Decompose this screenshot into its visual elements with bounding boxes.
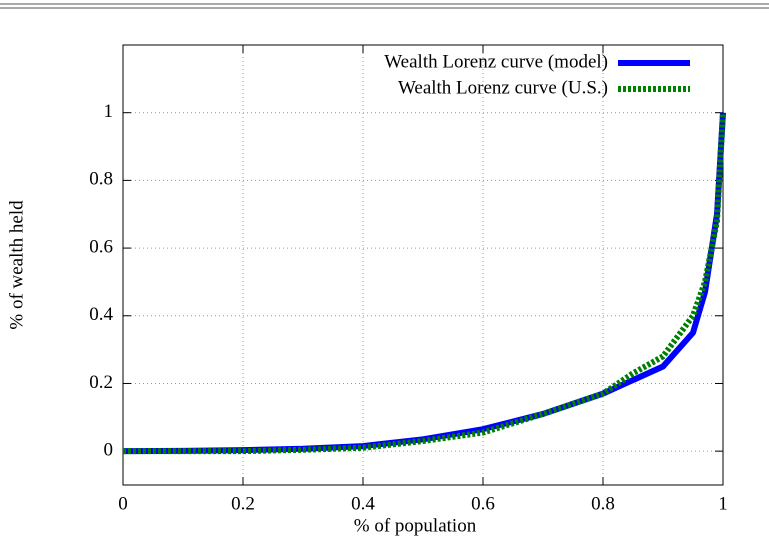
x-axis-label: % of population xyxy=(354,515,477,536)
y-tick-label: 0.6 xyxy=(89,236,113,257)
plot-frame xyxy=(122,44,724,486)
series-line xyxy=(123,112,726,455)
x-tick-label: 0.6 xyxy=(471,493,495,514)
legend-label: Wealth Lorenz curve (model) xyxy=(384,51,608,72)
series-line xyxy=(122,112,726,455)
x-tick-label: 0.8 xyxy=(591,493,615,514)
x-tick-label: 0 xyxy=(118,493,128,514)
y-axis-label: % of wealth held xyxy=(6,200,27,330)
y-tick-label: 1 xyxy=(104,101,114,122)
y-tick-label: 0.8 xyxy=(89,169,113,190)
x-tick-label: 0.2 xyxy=(231,493,255,514)
x-tick-label: 1 xyxy=(718,493,728,514)
x-tick-label: 0.4 xyxy=(351,493,375,514)
legend-label: Wealth Lorenz curve (U.S.) xyxy=(398,77,608,98)
y-tick-label: 0.2 xyxy=(89,372,113,393)
y-tick-label: 0.4 xyxy=(89,304,113,325)
y-tick-label: 0 xyxy=(104,440,114,461)
